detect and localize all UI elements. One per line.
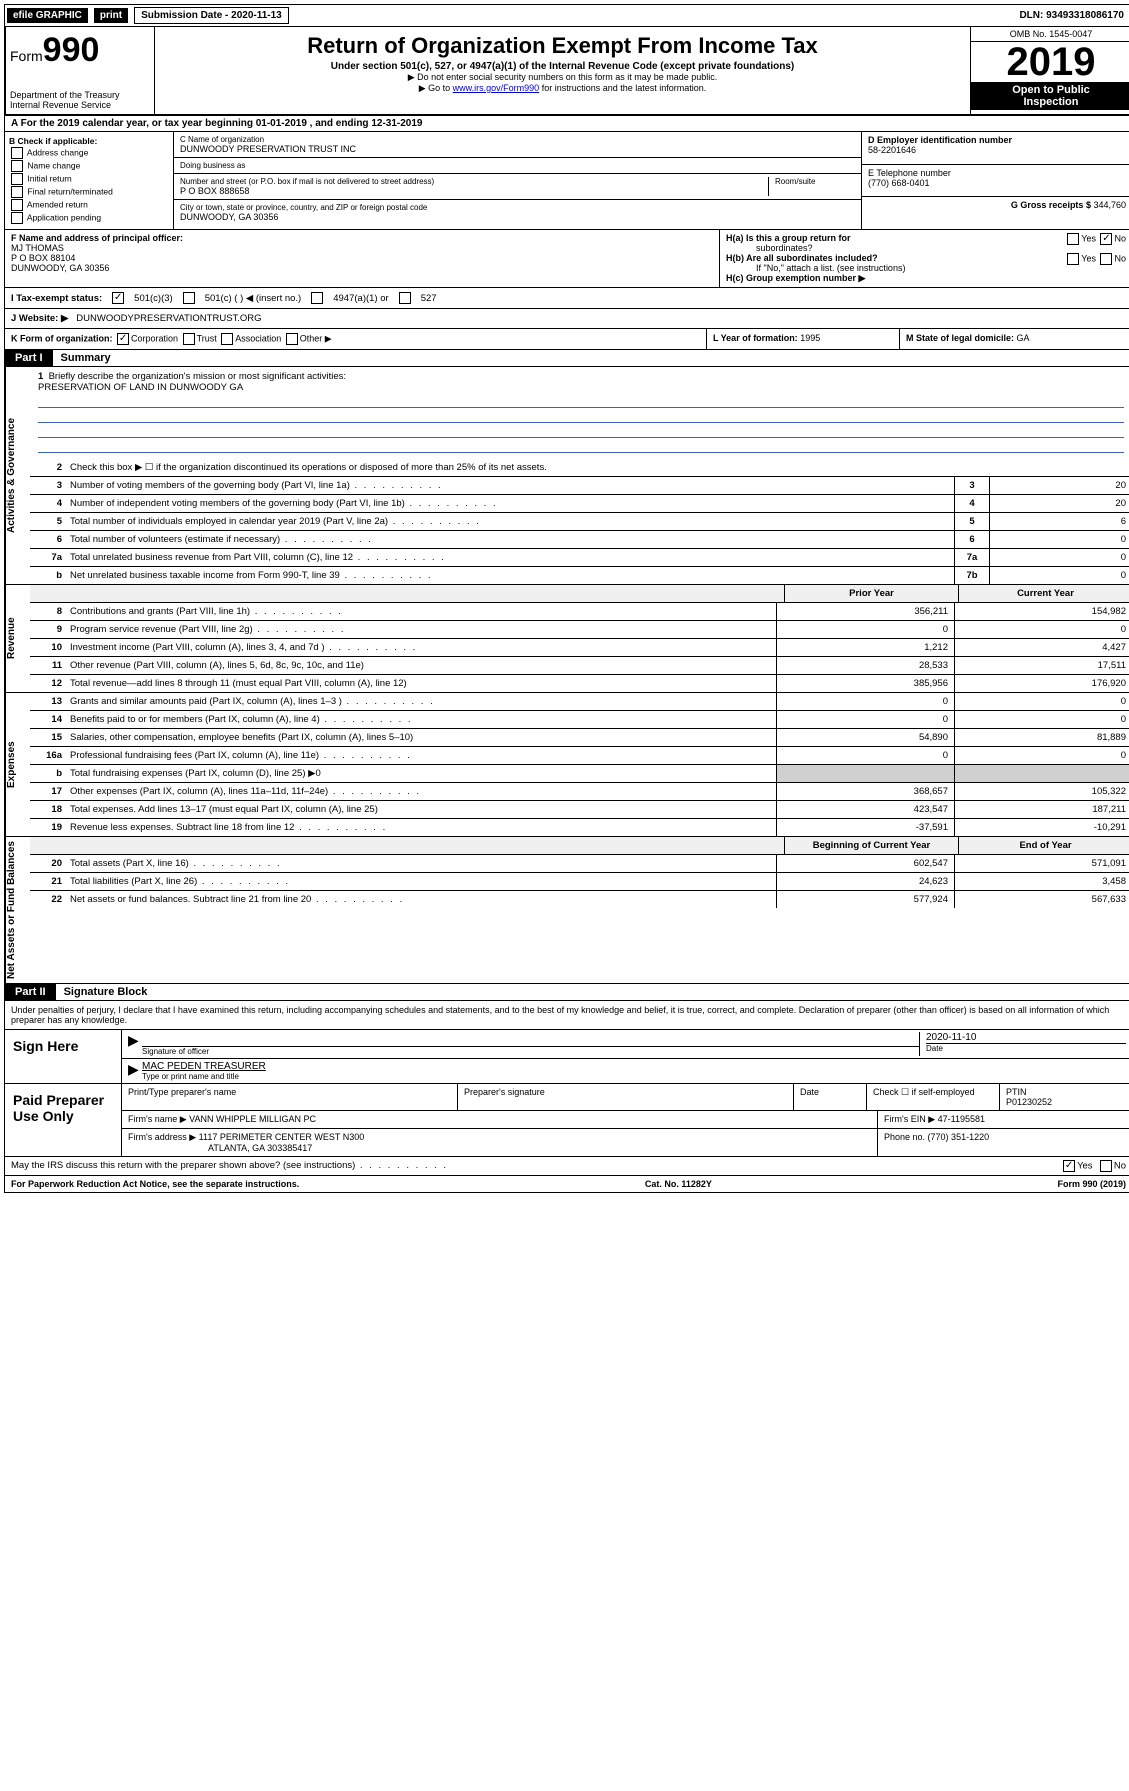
submission-date: Submission Date - 2020-11-13 — [134, 7, 289, 24]
section-d-e-g: D Employer identification number 58-2201… — [861, 132, 1129, 229]
mission-text: PRESERVATION OF LAND IN DUNWOODY GA — [38, 382, 243, 393]
section-net-assets: Net Assets or Fund Balances Beginning of… — [4, 837, 1129, 984]
print-button[interactable]: print — [94, 8, 128, 23]
part1-header: Part I Summary — [4, 350, 1129, 367]
section-b-checkboxes: B Check if applicable: Address change Na… — [5, 132, 174, 229]
cb-discuss-no[interactable] — [1100, 1160, 1112, 1172]
cb-application-pending[interactable]: Application pending — [9, 212, 169, 224]
gross-receipts: 344,760 — [1093, 200, 1126, 210]
sign-here-block: Sign Here ▶ Signature of officer 2020-11… — [4, 1030, 1129, 1084]
ein: 58-2201646 — [868, 145, 1126, 155]
discuss-row: May the IRS discuss this return with the… — [4, 1157, 1129, 1176]
cb-501c3[interactable] — [112, 292, 124, 304]
cb-initial-return[interactable]: Initial return — [9, 173, 169, 185]
row-j-website: J Website: ▶ DUNWOODYPRESERVATIONTRUST.O… — [4, 309, 1129, 329]
header-title: Return of Organization Exempt From Incom… — [155, 27, 970, 114]
cb-final-return[interactable]: Final return/terminated — [9, 186, 169, 198]
cb-amended[interactable]: Amended return — [9, 199, 169, 211]
firm-ein: 47-1195581 — [938, 1114, 985, 1124]
section-f: F Name and address of principal officer:… — [5, 230, 720, 287]
cb-other[interactable] — [286, 333, 298, 345]
cb-527[interactable] — [399, 292, 411, 304]
firm-name: VANN WHIPPLE MILLIGAN PC — [189, 1114, 316, 1124]
firm-phone: (770) 351-1220 — [928, 1132, 990, 1142]
cb-501c[interactable] — [183, 292, 195, 304]
gov-lines: 2Check this box ▶ ☐ if the organization … — [30, 459, 1129, 584]
row-k-l-m: K Form of organization: Corporation Trus… — [4, 329, 1129, 350]
part2-header: Part II Signature Block — [4, 984, 1129, 1001]
ptin: P01230252 — [1006, 1097, 1052, 1107]
dln: DLN: 93493318086170 — [1019, 10, 1129, 21]
block-b-c-d: B Check if applicable: Address change Na… — [4, 132, 1129, 230]
section-expenses: Expenses 13Grants and similar amounts pa… — [4, 693, 1129, 837]
section-c: C Name of organization DUNWOODY PRESERVA… — [174, 132, 861, 229]
section-h: H(a) Is this a group return for Yes No s… — [720, 230, 1129, 287]
section-governance: Activities & Governance 1 Briefly descri… — [4, 367, 1129, 585]
officer-name: MAC PEDEN TREASURER — [142, 1061, 1126, 1072]
form-header: Form990 Department of the Treasury Inter… — [4, 27, 1129, 116]
header-left: Form990 Department of the Treasury Inter… — [6, 27, 155, 114]
org-address: P O BOX 888658 — [180, 186, 768, 196]
cb-discuss-yes[interactable] — [1063, 1160, 1075, 1172]
cb-4947[interactable] — [311, 292, 323, 304]
footer: For Paperwork Reduction Act Notice, see … — [4, 1176, 1129, 1193]
efile-label: efile GRAPHIC — [7, 8, 88, 23]
perjury-statement: Under penalties of perjury, I declare th… — [4, 1001, 1129, 1030]
header-right: OMB No. 1545-0047 2019 Open to PublicIns… — [970, 27, 1129, 114]
cb-corporation[interactable] — [117, 333, 129, 345]
telephone: (770) 668-0401 — [868, 178, 1126, 188]
cb-name-change[interactable]: Name change — [9, 160, 169, 172]
org-name: DUNWOODY PRESERVATION TRUST INC — [180, 144, 855, 154]
row-a-tax-year: A For the 2019 calendar year, or tax yea… — [4, 116, 1129, 132]
paid-preparer-block: Paid Preparer Use Only Print/Type prepar… — [4, 1084, 1129, 1157]
cb-association[interactable] — [221, 333, 233, 345]
form990-link[interactable]: www.irs.gov/Form990 — [453, 83, 540, 93]
section-revenue: Revenue Prior YearCurrent Year 8Contribu… — [4, 585, 1129, 693]
org-city: DUNWOODY, GA 30356 — [180, 212, 855, 222]
cb-trust[interactable] — [183, 333, 195, 345]
sign-date: 2020-11-10 — [926, 1032, 1126, 1043]
website: DUNWOODYPRESERVATIONTRUST.ORG — [76, 313, 261, 324]
block-f-h: F Name and address of principal officer:… — [4, 230, 1129, 288]
cb-address-change[interactable]: Address change — [9, 147, 169, 159]
row-i-tax-exempt: I Tax-exempt status: 501(c)(3) 501(c) ( … — [4, 288, 1129, 309]
top-bar: efile GRAPHIC print Submission Date - 20… — [4, 4, 1129, 27]
